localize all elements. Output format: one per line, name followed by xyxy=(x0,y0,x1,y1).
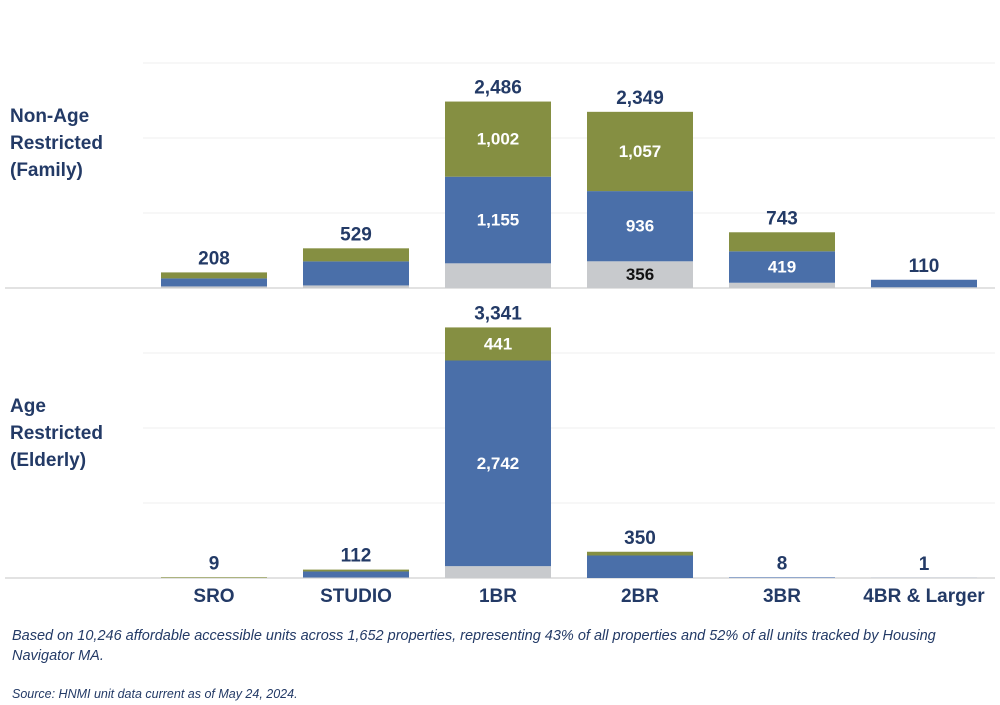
total-label: 1 xyxy=(919,554,930,575)
bar-segment xyxy=(303,285,409,288)
total-label: 350 xyxy=(624,528,656,549)
panel-title: Non-Age Restricted (Family) xyxy=(10,106,103,181)
source: Source: HNMI unit data current as of May… xyxy=(12,687,298,701)
bar-segment xyxy=(161,577,267,578)
bar-segment xyxy=(445,566,551,578)
total-label: 112 xyxy=(341,546,372,567)
bar-segment xyxy=(729,282,835,288)
bar-segment xyxy=(587,551,693,556)
bar-segment xyxy=(871,287,977,288)
x-tick-label: SRO xyxy=(193,586,234,607)
segment-label: 1,155 xyxy=(477,210,520,229)
bar-segment xyxy=(729,577,835,578)
segment-label: 1,002 xyxy=(477,130,520,149)
bar-segment xyxy=(445,101,551,177)
bar-segment xyxy=(445,327,551,361)
total-label: 743 xyxy=(766,208,798,229)
segment-label: 2,742 xyxy=(477,454,520,473)
total-label: 2,349 xyxy=(616,88,664,109)
bar-segment xyxy=(587,555,693,578)
bar-segment xyxy=(303,569,409,572)
bar-segment xyxy=(161,272,267,279)
x-tick-label: 1BR xyxy=(479,586,517,607)
bar-segment xyxy=(161,286,267,288)
segment-label: 936 xyxy=(626,217,654,236)
bar-segment xyxy=(161,278,267,287)
bar-segment xyxy=(445,176,551,264)
bar-segment xyxy=(303,261,409,286)
total-label: 2,486 xyxy=(474,78,522,99)
footnote: Based on 10,246 affordable accessible un… xyxy=(12,628,936,664)
bar-segment xyxy=(303,571,409,578)
bar-segment xyxy=(871,279,977,288)
bar-segment xyxy=(729,251,835,283)
panel-title: Age Restricted (Elderly) xyxy=(10,396,103,471)
bar-segment xyxy=(587,261,693,288)
bar-segment xyxy=(445,263,551,288)
bar-segment xyxy=(587,111,693,192)
x-tick-label: 3BR xyxy=(763,586,801,607)
total-label: 529 xyxy=(340,224,372,245)
segment-label: 419 xyxy=(768,258,796,277)
total-label: 3,341 xyxy=(474,303,522,324)
total-label: 8 xyxy=(777,553,788,574)
bar-segment xyxy=(445,360,551,567)
bar-segment xyxy=(587,191,693,262)
total-label: 9 xyxy=(209,553,220,574)
x-tick-label: 4BR & Larger xyxy=(863,586,985,607)
bar-segment xyxy=(303,248,409,262)
x-tick-label: 2BR xyxy=(621,586,659,607)
segment-label: 441 xyxy=(484,334,512,353)
segment-label: 356 xyxy=(626,265,654,284)
segment-label: 1,057 xyxy=(619,142,662,161)
total-label: 110 xyxy=(909,256,940,277)
bar-segment xyxy=(729,232,835,252)
x-tick-label: STUDIO xyxy=(320,586,392,607)
bar-segment xyxy=(303,577,409,578)
total-label: 208 xyxy=(198,248,230,269)
